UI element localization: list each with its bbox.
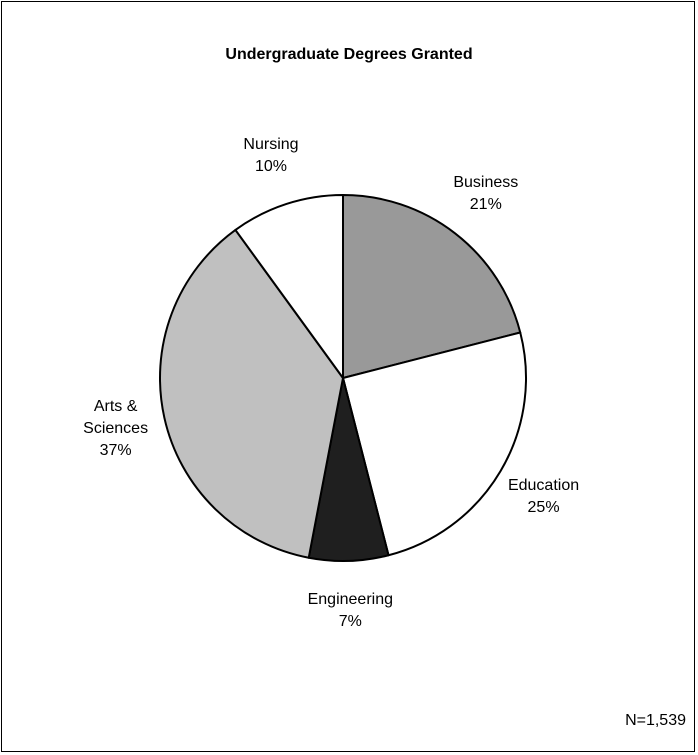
category-label: Nursing — [243, 136, 299, 154]
annotation: N=1,539 — [625, 712, 686, 729]
value-label: 25% — [527, 498, 560, 516]
slice-label: Nursing 10% — [221, 134, 321, 178]
slice-label: Arts & Sciences 37% — [66, 396, 166, 462]
slice-label: Education 25% — [494, 475, 594, 519]
value-label: 37% — [99, 441, 132, 459]
slice-label: Business 21% — [436, 172, 536, 216]
category-label: Arts & Sciences — [83, 397, 149, 437]
value-label: 10% — [254, 158, 287, 176]
category-label: Education — [507, 476, 580, 494]
chart-title: Undergraduate Degrees Granted — [225, 46, 473, 63]
value-label: 21% — [469, 195, 502, 213]
pie-slice — [234, 194, 344, 379]
category-label: Engineering — [307, 590, 394, 608]
value-label: 7% — [338, 612, 362, 630]
slice-label: Engineering 7% — [300, 589, 400, 633]
category-label: Business — [453, 173, 519, 191]
pie-slice — [342, 331, 527, 557]
pie-slice — [342, 194, 522, 379]
pie-slice — [159, 228, 344, 559]
